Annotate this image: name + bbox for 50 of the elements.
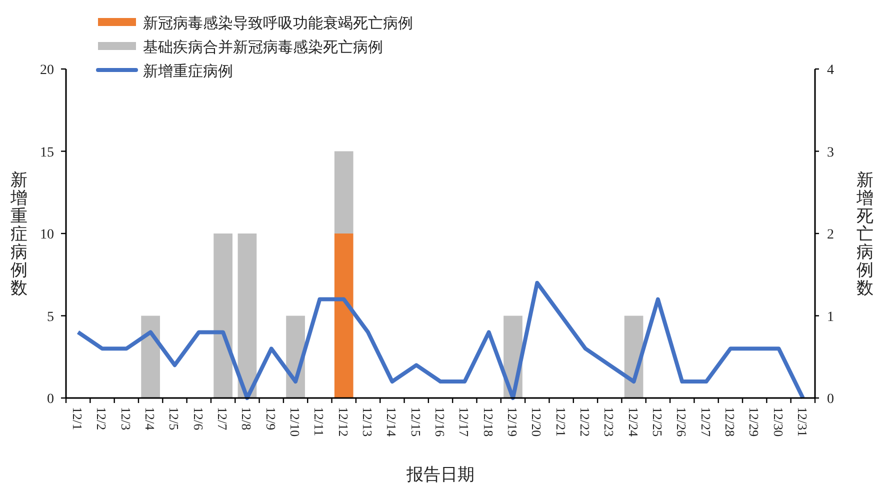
x-tick-label: 12/13: [360, 407, 376, 437]
x-tick-label: 12/30: [770, 407, 786, 437]
x-tick-label: 12/29: [746, 407, 762, 437]
x-tick-label: 12/20: [529, 407, 544, 437]
y2-axis-title: 新增死亡病例数: [856, 170, 874, 298]
x-tick-label: 12/18: [480, 407, 496, 437]
y-tick-label: 10: [40, 228, 54, 242]
x-tick-label: 12/17: [456, 407, 472, 438]
x-tick-label: 12/5: [166, 407, 182, 430]
x-tick-label: 12/22: [577, 407, 592, 437]
bar: [238, 234, 257, 398]
y2-tick-label: 2: [827, 228, 834, 242]
line-series: [76, 280, 805, 400]
x-tick-label: 12/14: [384, 407, 400, 438]
x-tick-label: 12/2: [94, 407, 110, 430]
y2-tick-label: 4: [827, 63, 834, 78]
x-tick-label: 12/11: [312, 407, 327, 436]
x-tick-label: 12/12: [336, 407, 351, 437]
x-tick-label: 12/6: [190, 407, 206, 431]
x-tick-label: 12/27: [698, 407, 714, 438]
x-tick-label: 12/25: [650, 407, 665, 437]
x-tick-label: 12/15: [408, 407, 424, 437]
y-axis-title: 新增重症病例数: [10, 170, 28, 298]
x-tick-label: 12/23: [602, 407, 617, 437]
bar: [141, 316, 160, 398]
x-tick-label: 12/28: [722, 407, 738, 437]
x-axis-title: 报告日期: [406, 465, 474, 485]
x-tick-label: 12/3: [118, 407, 134, 430]
y-tick-label: 0: [47, 392, 54, 407]
y-tick-label: 20: [40, 63, 54, 78]
x-tick-label: 12/8: [239, 407, 254, 430]
y2-tick-label: 3: [827, 145, 834, 160]
legend-label: 新增重症病例: [143, 62, 233, 80]
x-tick-label: 12/1: [70, 407, 86, 430]
x-tick-label: 12/7: [215, 407, 230, 431]
y2-tick-label: 0: [827, 392, 834, 407]
y-tick-label: 5: [47, 310, 54, 325]
bar: [214, 234, 232, 398]
y2-tick-label: 1: [827, 310, 834, 325]
legend-label: 基础疾病合并新冠病毒感染死亡病例: [143, 38, 383, 56]
x-tick-label: 12/21: [553, 407, 568, 437]
x-tick-label: 12/10: [288, 407, 303, 437]
x-tick-label: 12/31: [794, 407, 810, 437]
x-tick-label: 12/26: [674, 407, 690, 438]
x-tick-label: 12/4: [142, 407, 158, 431]
x-tick-label: 12/24: [626, 407, 641, 438]
x-tick-label: 12/19: [504, 407, 520, 437]
x-tick-label: 12/16: [432, 407, 448, 438]
x-tick-label: 12/9: [263, 407, 278, 430]
y-tick-label: 15: [40, 145, 54, 160]
